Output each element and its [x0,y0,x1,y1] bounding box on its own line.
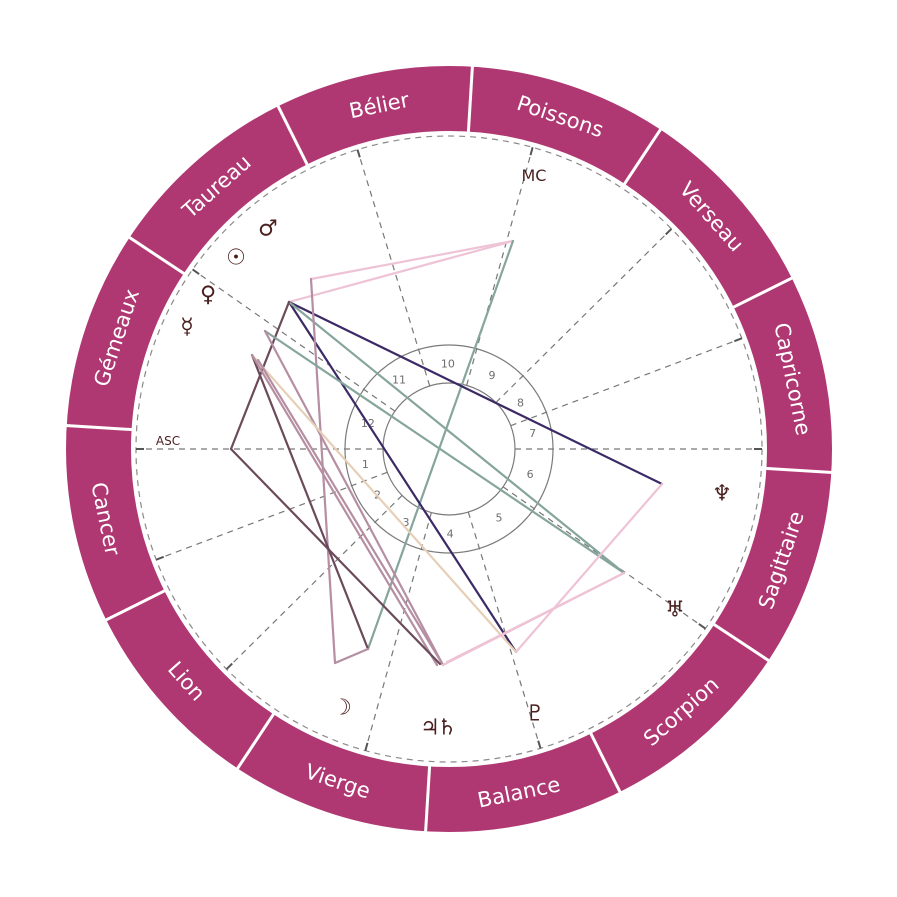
planet-neptune-icon: ♆ [712,482,732,507]
cusp-tick [698,623,706,630]
house-cusp-9 [495,228,672,404]
house-cusp-12 [192,268,396,412]
sign-divider [235,712,276,771]
planet-pluton-icon: ♇ [525,702,545,727]
house-number-11: 11 [392,374,406,387]
house-number-8: 8 [517,397,524,410]
sign-divider [65,424,133,432]
house-number-10: 10 [441,358,455,371]
planet-vénus-icon: ♀ [200,283,216,308]
sign-divider [104,589,166,622]
planet-saturne-icon: ♄ [437,716,457,741]
sign-divider [589,732,622,794]
aspect-line-mauve [333,647,370,665]
sign-divider [127,235,186,276]
house-cusp-8 [510,337,743,427]
planet-uranus-icon: ♅ [665,598,685,623]
house-number-1: 1 [362,458,369,471]
cusp-tick [155,555,165,561]
house-number-7: 7 [529,427,536,440]
planet-glyphs: ♂ ☉ ♀☿ ♆ ♅ ♇ ♃♄ ☽ [180,217,732,741]
house-number-ring: 123456789101112 [344,344,554,554]
house-cusp-11 [356,149,431,387]
cusp-tick [192,268,200,275]
aspect-line-mauve [250,353,439,667]
planet-lune-icon: ☽ [332,696,352,721]
house-number-4: 4 [447,527,454,540]
cusp-tick [529,147,534,156]
asc-label: ASC [156,434,180,448]
aspect-line-pink [445,571,626,664]
house-cusp-10 [466,147,534,386]
aspect-line-sage [263,329,626,575]
sign-divider [466,65,474,133]
sign-divider [732,276,794,309]
house-ring-inner [382,382,516,516]
aspect-line-plum [250,353,370,651]
house-number-6: 6 [527,468,534,481]
mc-label: MC [522,166,547,185]
house-number-3: 3 [402,516,409,529]
planet-jupiter-icon: ♃ [420,716,440,741]
house-cusp-2 [155,471,388,561]
house-number-9: 9 [489,369,496,382]
planet-soleil-icon: ☉ [226,246,246,271]
sign-divider [765,466,833,474]
aspect-line-sage [287,300,626,575]
cusp-tick [733,337,743,343]
planet-mars-icon: ♂ [258,217,278,242]
sign-divider [424,765,432,833]
house-number-5: 5 [495,511,502,524]
cusp-tick [364,742,369,751]
house-cusp-5 [467,511,542,749]
aspect-line-mauve [263,329,445,667]
house-cusp-3 [226,494,403,670]
sign-divider [622,127,663,186]
house-cusp-4 [364,512,432,751]
aspect-line-pink [287,239,515,304]
aspect-lines [229,239,664,667]
cusp-tick [225,662,233,670]
aspect-line-plum [229,447,442,666]
aspect-line-pink [514,482,664,654]
aspect-line-mauve [256,358,445,667]
aspect-line-navy [287,300,518,654]
house-ring-outer [344,344,554,554]
aspect-line-pink [309,239,515,281]
sign-ring-band [66,66,832,832]
aspect-line-mauve [309,277,337,665]
cusp-tick [537,740,542,749]
cusp-tick [665,228,673,236]
sign-divider [276,104,309,166]
aspect-line-navy [287,300,664,486]
planet-mercure-icon: ☿ [180,315,194,340]
axis-labels: ASC MC [156,166,547,448]
aspect-line-beige [250,353,518,654]
sign-divider [712,622,771,663]
cusp-tick [356,149,361,158]
